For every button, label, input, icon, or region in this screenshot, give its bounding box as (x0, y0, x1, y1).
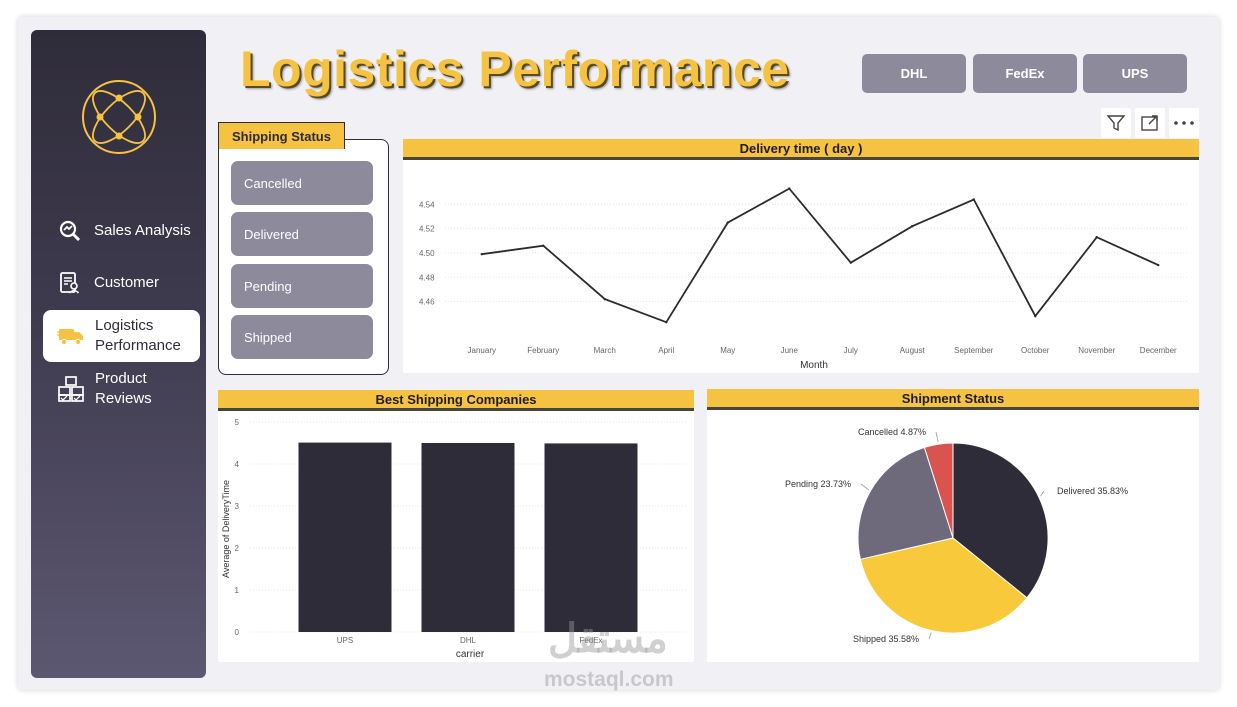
data-point (480, 252, 483, 256)
y-tick-label: 5 (235, 418, 240, 427)
chart-title: Delivery time ( day ) (403, 139, 1199, 160)
series-line (481, 187, 1159, 324)
x-tick-label: FedEx (579, 636, 602, 645)
watermark-arabic: مستقل (548, 617, 668, 661)
x-axis-label: Month (800, 360, 828, 371)
more-options-icon[interactable] (1169, 108, 1199, 138)
bar (544, 443, 638, 632)
status-button-shipped[interactable]: Shipped (231, 315, 373, 359)
status-button-pending[interactable]: Pending (231, 264, 373, 308)
y-tick-label: 4 (235, 460, 240, 469)
shipment-status-chart: Shipment Status Delivered 35.83% Shipped … (707, 389, 1199, 662)
data-point (542, 244, 545, 247)
data-point (726, 221, 729, 224)
y-tick-label: 1 (235, 586, 240, 595)
data-label: Shipped 35.58% (853, 634, 919, 644)
x-tick-label: September (954, 346, 993, 355)
bar (298, 442, 392, 632)
status-button-cancelled[interactable]: Cancelled (231, 161, 373, 205)
leader-line (935, 431, 939, 443)
pie-slice (923, 442, 954, 539)
carrier-button-ups[interactable]: UPS (1083, 54, 1187, 93)
page-title: Logistics Performance (240, 41, 790, 97)
x-tick-label: DHL (460, 636, 477, 645)
bar (421, 443, 515, 632)
x-tick-label: April (658, 346, 674, 355)
slicer-title: Shipping Status (218, 122, 345, 149)
x-tick-label: January (468, 346, 496, 355)
pie-slice (857, 446, 954, 560)
data-label: Cancelled 4.87% (858, 427, 926, 437)
data-point (972, 198, 975, 201)
y-tick-label: 2 (235, 544, 240, 553)
data-point (911, 225, 914, 228)
y-tick-label: 4.46 (419, 298, 435, 307)
status-button-delivered[interactable]: Delivered (231, 212, 373, 256)
boxes-icon (57, 375, 85, 403)
sidebar-item-label: Customer (93, 274, 160, 291)
x-axis-label: carrier (456, 649, 485, 660)
x-tick-label: June (781, 346, 799, 355)
y-tick-label: 4.54 (419, 200, 435, 209)
data-label: Delivered 35.83% (1057, 486, 1128, 496)
pie-chart-svg: Delivered 35.83% Shipped 35.58% Pending 23… (785, 427, 1128, 644)
x-tick-label: May (720, 346, 735, 355)
x-tick-label: August (900, 346, 926, 355)
bar-chart-svg: 0 1 2 3 4 5 UPS DHL FedEx carrier Average of Deliv… (221, 418, 686, 660)
sidebar-item-label: Product Reviews (95, 370, 152, 407)
data-point (1157, 263, 1160, 267)
sidebar-item-sales-analysis[interactable]: Sales Analysis (43, 205, 200, 257)
leader-line (928, 632, 932, 640)
carrier-button-dhl[interactable]: DHL (862, 54, 966, 93)
y-tick-label: 4.50 (419, 249, 435, 258)
x-tick-label: UPS (337, 636, 353, 645)
pie-slice (859, 537, 1028, 634)
data-point (603, 297, 606, 301)
x-tick-label: July (844, 346, 858, 355)
sidebar-item-customer[interactable]: Customer (43, 257, 200, 309)
watermark-text: mostaql.com (544, 668, 674, 691)
sidebar-item-label: Sales Analysis (93, 222, 191, 239)
delivery-time-chart: Delivery time ( day ) 4.46 4.48 4.50 4.52 4.… (403, 139, 1199, 373)
y-tick-label: 3 (235, 502, 240, 511)
y-axis-label: Average of DeliveryTime (221, 480, 231, 578)
sidebar-item-logistics-performance[interactable]: Logistics Performance (43, 310, 200, 362)
y-tick-label: 0 (235, 628, 240, 637)
best-shipping-companies-chart: Best Shipping Companies 0 1 2 3 4 5 UPS DHL FedE… (218, 390, 694, 662)
data-point (849, 261, 852, 264)
leader-line (1040, 490, 1045, 497)
data-point (788, 187, 791, 190)
chart-title: Shipment Status (707, 389, 1199, 410)
line-chart-svg: 4.46 4.48 4.50 4.52 4.54 January February March… (419, 187, 1189, 371)
x-tick-label: February (527, 346, 559, 355)
delivery-truck-icon (57, 322, 85, 350)
focus-mode-icon[interactable] (1135, 108, 1165, 138)
y-tick-label: 4.52 (419, 225, 435, 234)
chart-title: Best Shipping Companies (218, 390, 694, 411)
y-tick-label: 4.48 (419, 273, 435, 282)
x-tick-label: December (1140, 346, 1177, 355)
sidebar-item-product-reviews[interactable]: Product Reviews (43, 363, 200, 415)
logo-icon (82, 80, 156, 154)
x-tick-label: March (594, 346, 616, 355)
leader-line (860, 483, 870, 491)
customer-document-icon (57, 269, 84, 297)
filter-icon[interactable] (1101, 108, 1131, 138)
carrier-button-fedex[interactable]: FedEx (973, 54, 1077, 93)
data-label: Pending 23.73% (785, 479, 851, 489)
x-tick-label: October (1021, 346, 1050, 355)
x-tick-label: November (1078, 346, 1115, 355)
data-point (665, 321, 668, 324)
sidebar-item-label: Logistics Performance (95, 317, 181, 354)
pie-slice (952, 442, 1049, 599)
search-chart-icon (57, 217, 84, 245)
data-point (1095, 235, 1098, 239)
data-point (1034, 314, 1037, 318)
